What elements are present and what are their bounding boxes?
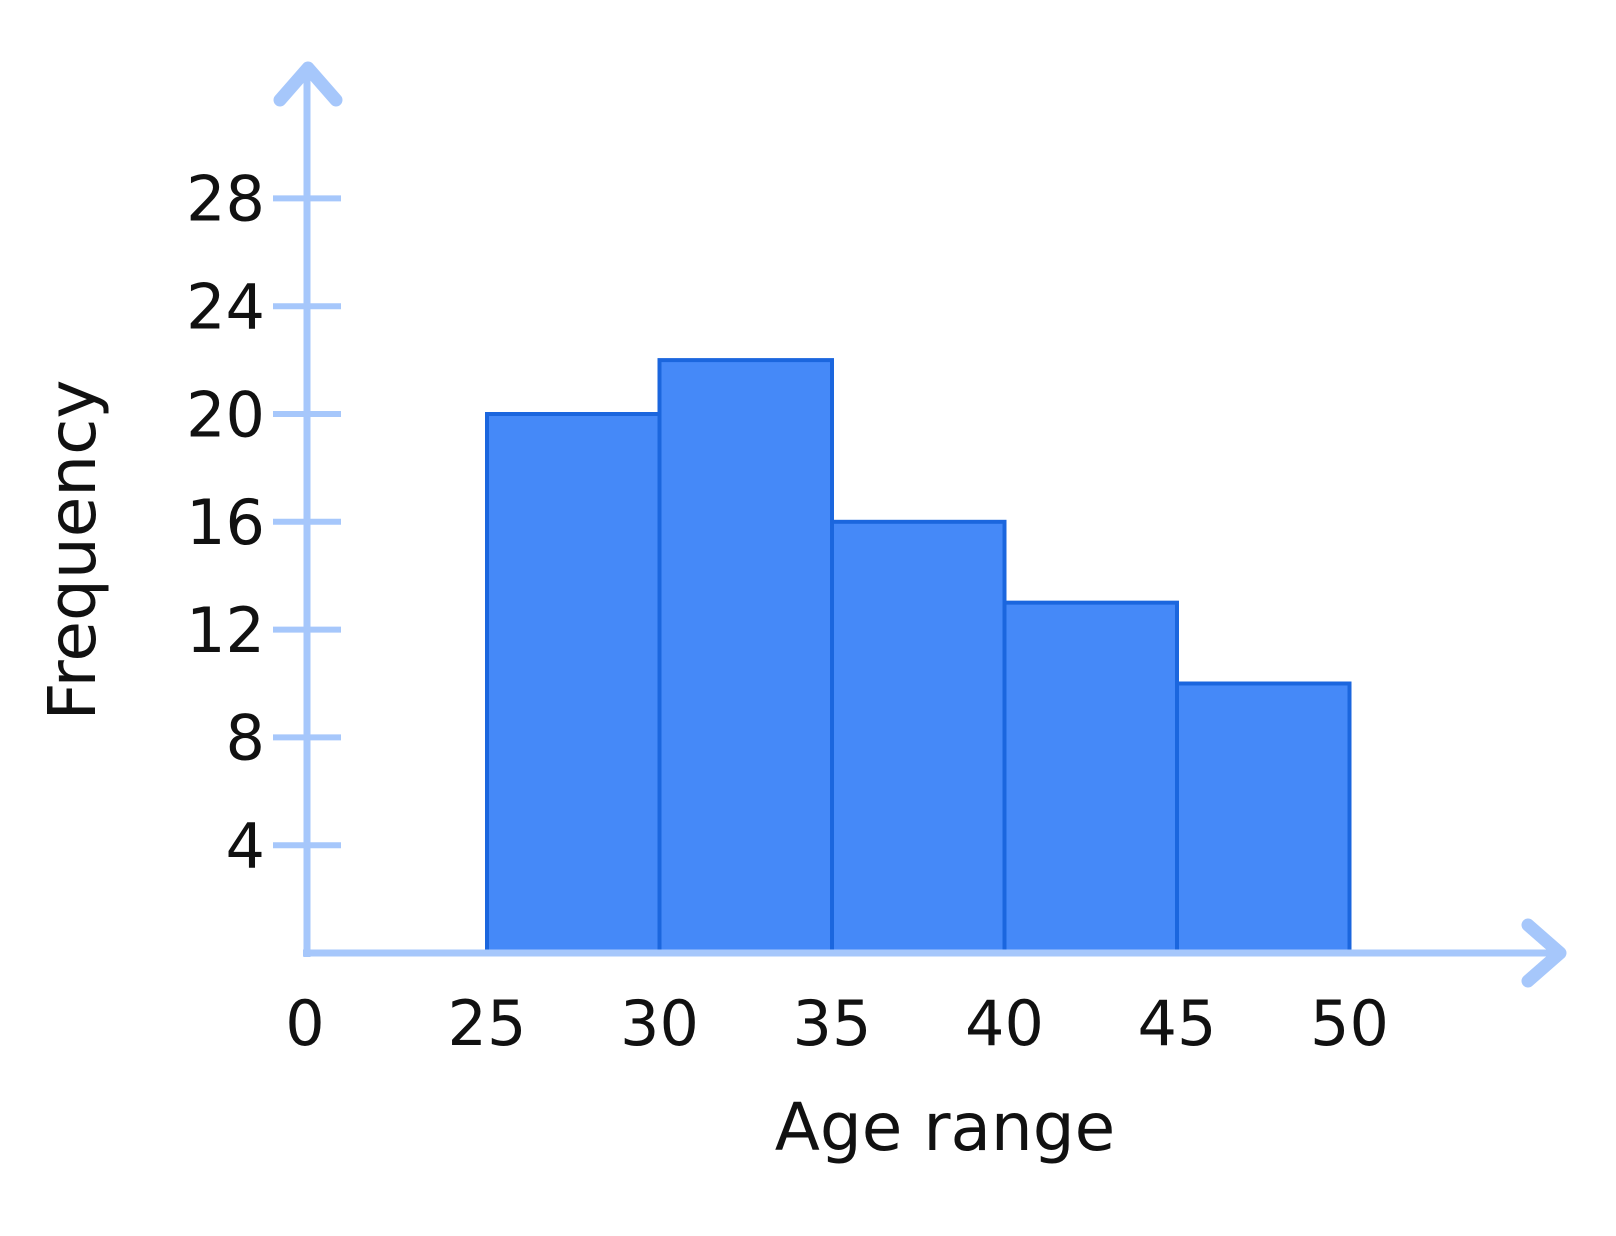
histogram-bar (485, 412, 662, 955)
histogram-bar (657, 358, 834, 956)
y-tick-label: 20 (186, 378, 265, 451)
x-tick-label: 35 (793, 987, 872, 1060)
x-tick-label: 30 (620, 987, 699, 1060)
y-axis-title: Frequency (34, 380, 111, 721)
histogram-bar (1175, 681, 1352, 955)
y-tick-label: 24 (186, 271, 265, 344)
x-tick-label: 25 (448, 987, 527, 1060)
histogram-bar (1002, 600, 1179, 956)
x-tick-label: 0 (285, 987, 324, 1060)
axes-layer (273, 61, 1567, 988)
labels-layer: 4 8 12 16 20 24 28 0 25 30 35 40 45 50 (186, 163, 1389, 1060)
x-axis-title: Age range (775, 1089, 1116, 1166)
y-tick-label: 16 (186, 486, 265, 559)
x-tick-label: 50 (1310, 987, 1389, 1060)
y-tick-label: 12 (186, 594, 265, 667)
y-axis-arrow-icon (273, 61, 343, 107)
x-axis-arrow-icon (1521, 918, 1567, 988)
histogram-bar (830, 519, 1007, 955)
y-tick-label: 28 (186, 163, 265, 236)
x-tick-label: 40 (965, 987, 1044, 1060)
bars-layer (485, 358, 1352, 956)
y-tick-label: 4 (226, 810, 265, 883)
x-tick-label: 45 (1138, 987, 1217, 1060)
y-tick-label: 8 (226, 702, 265, 775)
